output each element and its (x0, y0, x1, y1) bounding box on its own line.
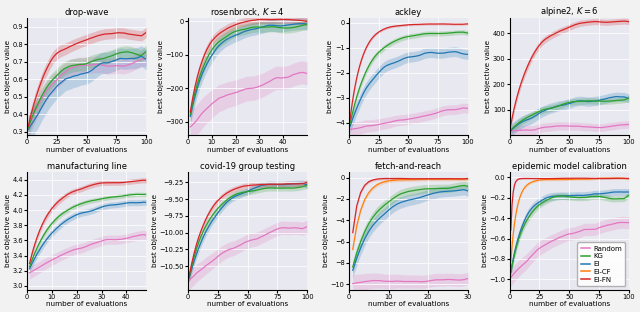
Y-axis label: best objective value: best objective value (485, 40, 492, 113)
Y-axis label: best objective value: best objective value (328, 40, 333, 113)
Legend: Random, KG, EI, EI-CF, EI-FN: Random, KG, EI, EI-CF, EI-FN (577, 242, 625, 286)
X-axis label: number of evaluations: number of evaluations (529, 301, 610, 307)
X-axis label: number of evaluations: number of evaluations (46, 301, 127, 307)
Title: epidemic model calibration: epidemic model calibration (512, 163, 627, 172)
Title: ackley: ackley (395, 8, 422, 17)
Y-axis label: best objective value: best objective value (5, 40, 11, 113)
X-axis label: number of evaluations: number of evaluations (368, 147, 449, 153)
Title: rosenbrock, $K = 4$: rosenbrock, $K = 4$ (210, 6, 285, 18)
Y-axis label: best objective value: best objective value (158, 40, 164, 113)
Y-axis label: best objective value: best objective value (482, 194, 488, 267)
X-axis label: number of evaluations: number of evaluations (46, 147, 127, 153)
Title: manufacturing line: manufacturing line (47, 163, 127, 172)
Y-axis label: best objective value: best objective value (323, 194, 330, 267)
X-axis label: number of evaluations: number of evaluations (529, 147, 610, 153)
Title: alpine2, $K = 6$: alpine2, $K = 6$ (540, 5, 598, 18)
X-axis label: number of evaluations: number of evaluations (368, 301, 449, 307)
Title: fetch-and-reach: fetch-and-reach (375, 163, 442, 172)
X-axis label: number of evaluations: number of evaluations (207, 147, 288, 153)
Title: drop-wave: drop-wave (65, 8, 109, 17)
Y-axis label: best objective value: best objective value (152, 194, 158, 267)
Y-axis label: best objective value: best objective value (5, 194, 11, 267)
X-axis label: number of evaluations: number of evaluations (207, 301, 288, 307)
Title: covid-19 group testing: covid-19 group testing (200, 163, 295, 172)
